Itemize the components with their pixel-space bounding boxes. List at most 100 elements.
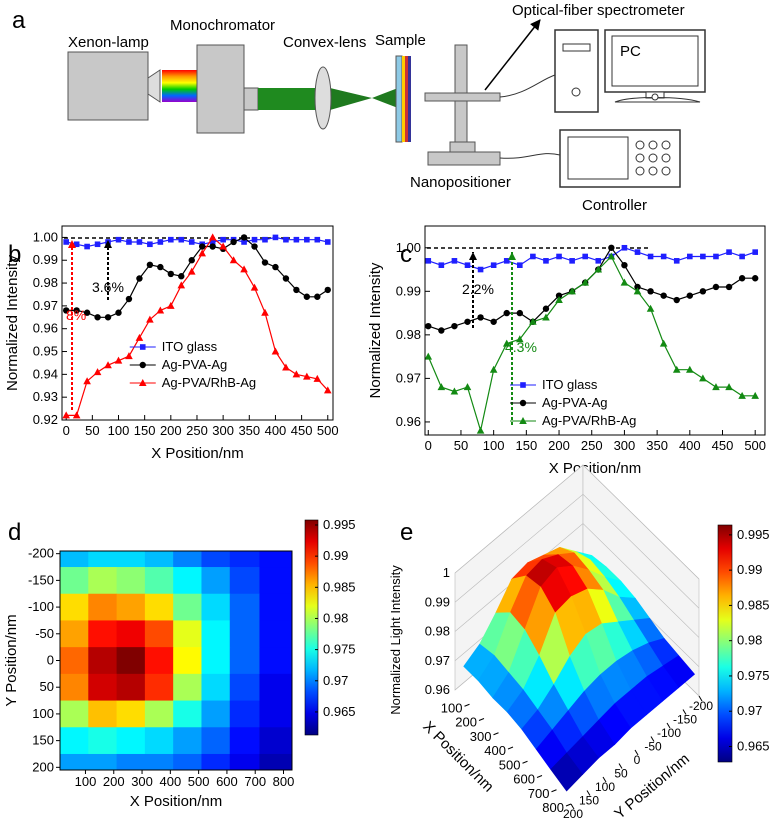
point [687,253,693,260]
point [292,370,301,378]
point [673,258,680,264]
annotation-arrowhead [68,240,76,248]
y-tick-label: 150 [32,733,54,748]
fiber-holder [424,92,501,102]
colorbar-tick-label: 0.97 [737,703,762,718]
setup-diagram: a Xenon-lamp Monochromator [12,2,706,214]
heat-cell [201,647,231,675]
heat-cell [116,753,146,771]
y-axis-title: Y Position/nm [3,614,20,706]
x-tick-label: 400 [265,423,287,438]
point [229,256,238,264]
heat-cell [259,700,293,728]
point [489,365,498,373]
y-tick-label: 0.98 [396,327,421,342]
y-tick-label: -150 [28,572,54,587]
x-tick-label: 200 [455,715,477,730]
point [324,286,331,294]
point [104,314,112,321]
point [83,309,91,316]
point [581,278,589,286]
lamp [67,51,149,121]
lens [314,66,332,130]
point [647,253,654,260]
panel-letter: e [400,519,413,546]
point [660,292,667,299]
heat-cell [201,593,231,621]
point [324,239,331,245]
point [595,258,602,264]
colorbar-tick-label: 0.975 [737,668,770,683]
x-tick-label: 100 [108,423,130,438]
point [477,266,484,273]
heat-cell [60,593,89,621]
point [699,288,707,295]
point [659,339,668,347]
point [178,273,185,280]
series-line [427,255,756,431]
heat-cell [229,753,260,771]
point [686,292,694,299]
point [146,315,154,323]
heat-cell [173,620,202,648]
heat-cell [229,647,260,675]
point [230,238,237,246]
label: PC [620,43,641,60]
point [529,317,537,325]
point [125,295,133,303]
point [634,249,641,255]
colorbar-tick-label: 0.98 [737,633,762,648]
x-tick-label: 400 [679,438,701,453]
heat-cell [173,647,202,675]
legend-marker [519,417,527,424]
heat-cell [88,753,118,771]
heat-cell [173,593,202,621]
y-tick-label: 0.96 [396,414,421,429]
point [712,383,720,391]
colorbar-tick-label: 0.99 [737,562,762,577]
y-tick-label: 100 [595,780,615,794]
point [633,287,642,295]
heat-cell [259,551,293,568]
heat-cell [201,700,231,728]
point [751,275,759,282]
point [314,293,321,300]
point [304,236,310,243]
legend-marker [139,344,146,350]
point [83,377,91,385]
point [167,270,175,278]
point [188,257,195,264]
lamp-window [147,69,161,103]
heat-cell [144,593,174,621]
point [303,372,311,380]
point [672,365,681,373]
point [752,249,758,255]
point [84,243,90,250]
y-axis-title: Normalized Intensity [367,262,384,398]
heat-cell [173,551,202,568]
x-tick [493,732,499,736]
heat-cell [60,727,89,755]
colorbar [717,524,733,763]
heat-cell [88,700,118,728]
heat-cell [201,727,231,755]
point [313,374,322,382]
y-tick-label: 0.93 [33,389,58,404]
heat-cell [88,647,118,675]
y-tick-label: 0.97 [396,370,421,385]
controller-buttons [635,140,671,176]
point [725,383,733,391]
point [621,261,628,269]
point [673,296,680,304]
heat-cell [173,700,202,728]
heat-cell [144,700,174,728]
plot-frame [424,225,766,436]
point [282,363,290,371]
y-tick-label: 200 [32,759,54,774]
x-tick-label: 100 [483,438,505,453]
point [62,307,70,314]
x-tick-label: 200 [103,774,125,789]
point [250,283,259,291]
point [739,253,745,260]
point [167,301,175,309]
